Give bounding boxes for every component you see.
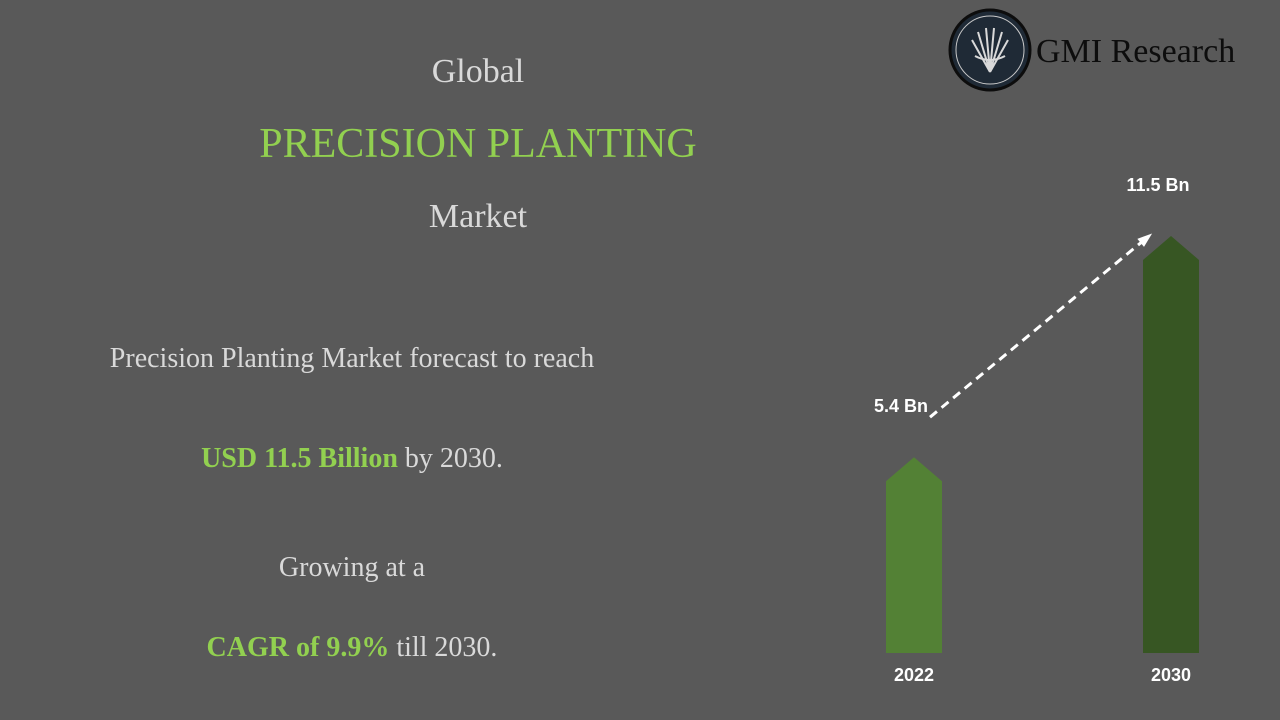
- body-rest: till 2030.: [396, 632, 497, 663]
- x-tick-label: 2030: [1151, 665, 1191, 685]
- value-label: 11.5 Bn: [1126, 175, 1189, 195]
- bar: [886, 457, 942, 653]
- x-tick-label: 2022: [894, 665, 934, 685]
- trend-arrowhead: [1137, 233, 1153, 247]
- body-text: Precision Planting Market forecast to re…: [110, 343, 594, 374]
- logo-fan: [971, 27, 1009, 73]
- highlight: CAGR of 9.9%: [207, 632, 390, 663]
- bar-chart: 5.4 Bn 2022 11.5 Bn 2030: [874, 175, 1199, 685]
- title-main: PRECISION PLANTING: [259, 121, 697, 167]
- title-line: Global: [432, 53, 525, 90]
- body-text: CAGR of 9.9% till 2030.: [207, 632, 498, 663]
- logo-text: GMI Research: [1036, 33, 1235, 70]
- logo-badge: [948, 8, 1032, 92]
- bar: [1143, 236, 1199, 653]
- body-rest: by 2030.: [405, 443, 503, 474]
- body-text: USD 11.5 Billion by 2030.: [201, 443, 503, 474]
- trend-arrow: [929, 234, 1150, 419]
- value-label: 5.4 Bn: [874, 396, 928, 416]
- logo: GMI Research: [948, 8, 1235, 92]
- logo-ring: [955, 15, 1025, 85]
- body-text: Growing at a: [279, 552, 426, 583]
- title-line: Market: [429, 198, 528, 235]
- highlight: USD 11.5 Billion: [201, 443, 398, 474]
